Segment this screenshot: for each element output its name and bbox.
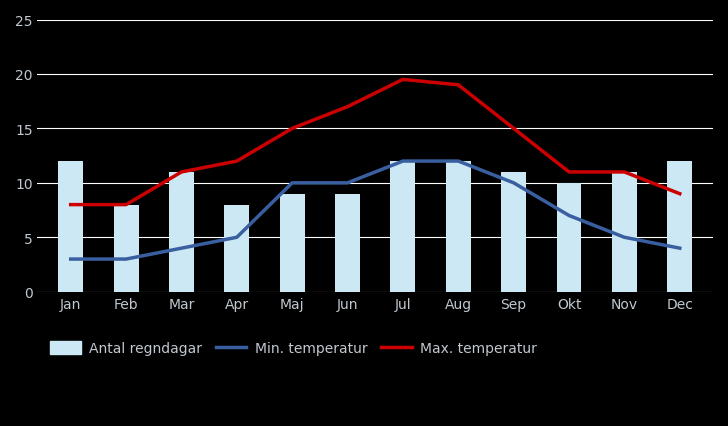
Bar [335,194,360,292]
Bar [501,173,526,292]
Bar [280,194,304,292]
Bar [58,162,83,292]
Bar [169,173,194,292]
Bar [612,173,637,292]
Bar [668,162,692,292]
Bar [557,184,582,292]
Bar [390,162,416,292]
Bar [224,205,249,292]
Bar [446,162,471,292]
Bar [114,205,138,292]
Legend: Antal regndagar, Min. temperatur, Max. temperatur: Antal regndagar, Min. temperatur, Max. t… [44,336,542,361]
